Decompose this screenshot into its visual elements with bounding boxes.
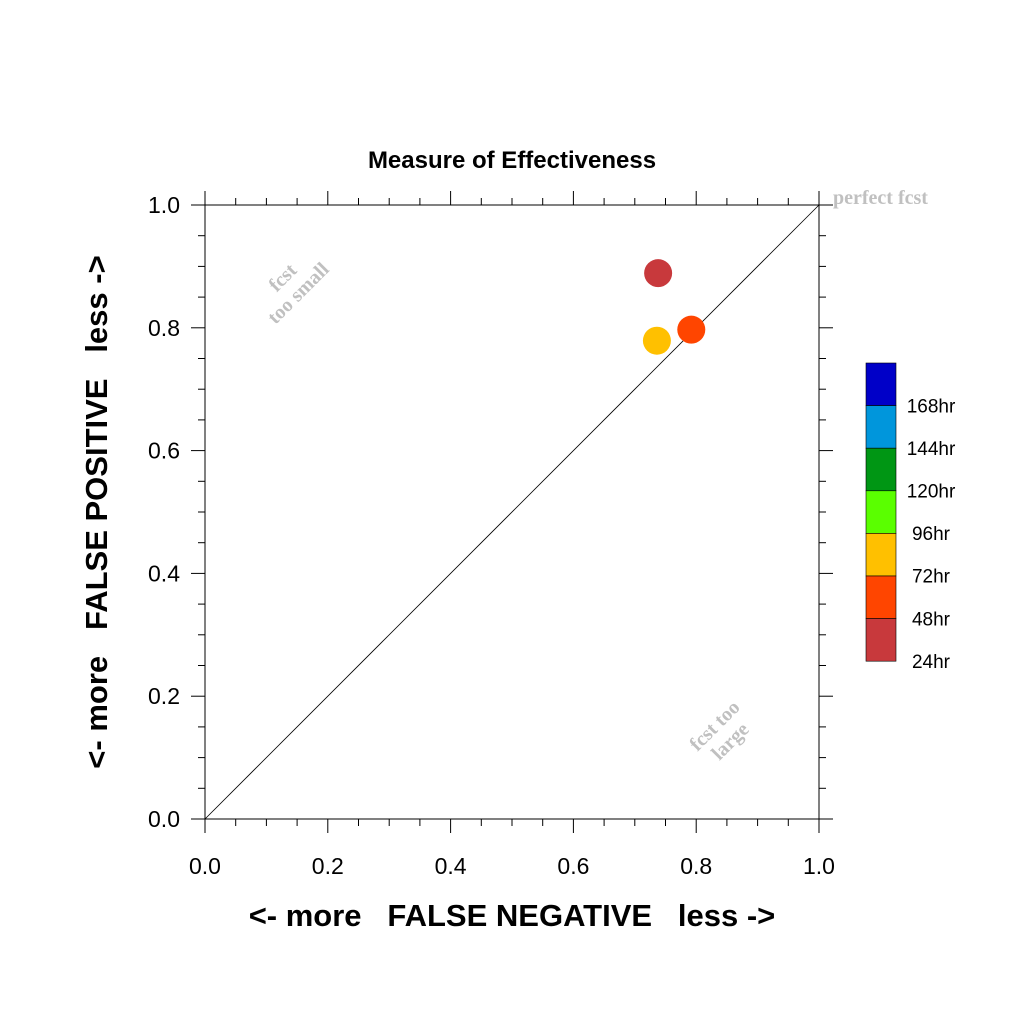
x-tick-label: 0.6 (557, 853, 589, 879)
legend-label-48hr: 48hr (912, 609, 951, 630)
y-tick-label: 0.2 (148, 683, 180, 709)
y-tick-label: 0.4 (148, 560, 180, 586)
legend-label-168hr: 168hr (907, 396, 956, 417)
y-tick-label: 1.0 (148, 192, 180, 218)
point-48hr (677, 315, 706, 344)
legend-label-72hr: 72hr (912, 567, 951, 588)
y-axis-label: <- more FALSE POSITIVE less -> (79, 255, 114, 768)
legend-label-120hr: 120hr (907, 482, 956, 503)
axis-ticks (191, 191, 833, 833)
x-axis-label: <- more FALSE NEGATIVE less -> (249, 898, 776, 933)
legend-swatch-120hr (865, 447, 897, 492)
x-tick-label: 1.0 (803, 853, 835, 879)
legend-label-96hr: 96hr (912, 524, 951, 545)
x-tick-label: 0.0 (189, 853, 221, 879)
x-tick-label: 0.8 (680, 853, 712, 879)
y-tick-label: 0.0 (148, 806, 180, 832)
x-tick-label: 0.2 (312, 853, 344, 879)
x-tick-label: 0.4 (435, 853, 467, 879)
tick-labels: 0.0 0.2 0.4 0.6 0.8 1.0 0.0 0.2 0.4 0.6 0.8 1.0 (148, 192, 835, 879)
legend-swatch-168hr (865, 362, 897, 406)
legend: 168hr 144hr 120hr 96hr 72hr 48hr 24hr (865, 362, 956, 673)
legend-swatch-96hr (865, 490, 897, 534)
legend-swatch-24hr (865, 618, 897, 662)
legend-swatch-48hr (865, 575, 897, 619)
y-tick-label: 0.8 (148, 315, 180, 341)
legend-label-144hr: 144hr (907, 439, 956, 460)
data-points (642, 259, 706, 355)
annotation-line: too small (263, 258, 333, 328)
perfect-forecast-diagonal (204, 204, 820, 820)
legend-label-24hr: 24hr (912, 652, 951, 673)
legend-swatch-72hr (865, 533, 897, 577)
point-24hr (644, 259, 673, 288)
y-tick-label: 0.6 (148, 438, 180, 464)
legend-swatch-144hr (865, 405, 897, 449)
chart-title: Measure of Effectiveness (368, 147, 656, 174)
perfect-forecast-label: perfect fcst (833, 187, 928, 209)
point-72hr (642, 326, 671, 355)
